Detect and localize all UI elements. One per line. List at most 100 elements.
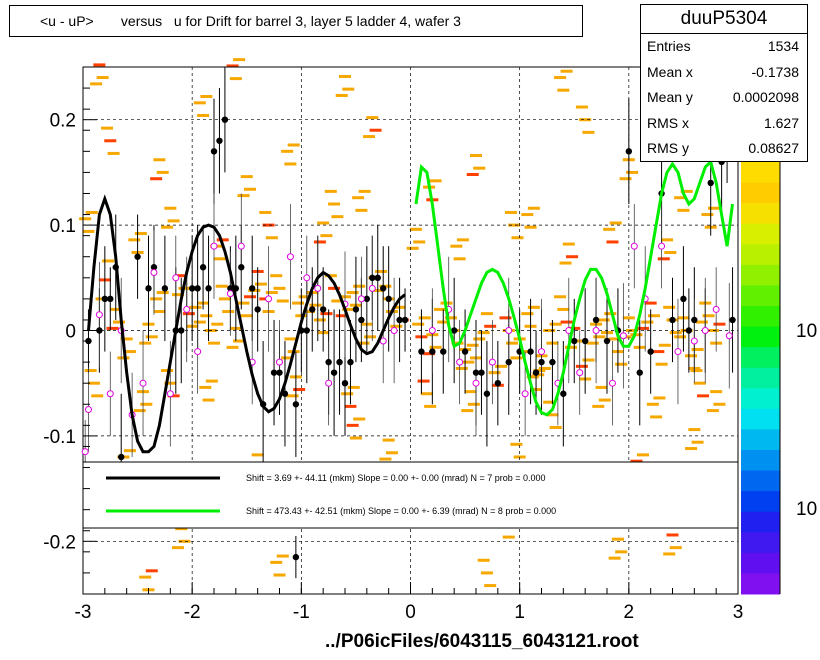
data-point-filled [319, 306, 327, 313]
histogram-cell [286, 394, 299, 398]
data-point-open [505, 327, 513, 334]
histogram-cell [592, 404, 605, 408]
y-tick-label: 0.2 [50, 111, 76, 132]
histogram-cell [95, 297, 108, 301]
histogram-cell [79, 217, 92, 221]
palette-cell [741, 388, 780, 410]
stats-row-entries: Entries 1534 [641, 34, 807, 60]
histogram-cell [484, 324, 497, 328]
histogram-cell [171, 293, 184, 297]
histogram-cell [575, 364, 588, 368]
histogram-cell [677, 208, 690, 212]
data-point-filled [238, 264, 245, 271]
histogram-cell [276, 299, 289, 303]
histogram-cell [226, 345, 239, 349]
histogram-cell [96, 76, 109, 80]
histogram-cell [244, 187, 257, 191]
histogram-cell [167, 219, 180, 223]
histogram-cell [663, 552, 676, 556]
histogram-cell [156, 170, 169, 174]
histogram-cell [161, 369, 174, 373]
palette-cell [741, 162, 780, 184]
data-point-filled [150, 264, 158, 271]
histogram-cell [450, 244, 463, 248]
histogram-cell [284, 162, 297, 166]
data-point-open [390, 327, 398, 334]
histogram-cell [202, 398, 215, 402]
data-point-open [701, 327, 709, 334]
data-point-open [521, 390, 529, 398]
histogram-cell [200, 314, 213, 318]
color-palette: 10 10 [741, 162, 817, 595]
histogram-cell [113, 320, 126, 324]
histogram-cell [281, 356, 294, 360]
histogram-cell [571, 339, 584, 343]
data-point-filled [309, 306, 316, 313]
data-point-filled [205, 285, 212, 292]
palette-cell [741, 429, 780, 451]
histogram-cell [293, 388, 306, 392]
y-tick-label: 0.1 [50, 216, 76, 237]
histogram-cell [661, 238, 674, 242]
data-point-filled [216, 137, 223, 144]
data-point-open [428, 327, 436, 334]
histogram-cell [637, 453, 650, 457]
histogram-cell [598, 398, 611, 402]
palette-cell [741, 367, 780, 389]
palette-cell [741, 491, 780, 513]
data-point-open [592, 327, 600, 334]
histogram-cell [218, 297, 231, 301]
palette-cell [741, 470, 780, 492]
data-point-open [456, 358, 464, 366]
data-point-filled [107, 295, 114, 303]
histogram-cell [467, 402, 480, 406]
histogram-cell [123, 449, 136, 453]
histogram-cell [150, 297, 163, 301]
histogram-cell [363, 135, 376, 139]
data-point-open [368, 284, 376, 292]
histogram-cell [369, 128, 382, 132]
histogram-cell [691, 440, 704, 444]
axes: -3 -2 -1 0 1 2 3 -0.2 -0.1 0 0.1 0.2 [43, 66, 743, 623]
data-point-open [139, 379, 147, 387]
data-point-open [674, 348, 682, 356]
histogram-cell [663, 305, 676, 309]
data-point-open [194, 348, 202, 356]
histogram-cell [680, 189, 693, 193]
histogram-cell [317, 221, 330, 225]
histogram-cell [375, 269, 388, 273]
histogram-cell [697, 394, 710, 398]
histogram-cell [693, 381, 706, 385]
data-point-filled [418, 348, 425, 355]
histogram-cell [609, 221, 622, 225]
histogram-cell [608, 556, 621, 560]
histogram-cell [444, 316, 457, 320]
x-tick-label: -1 [293, 602, 310, 623]
histogram-cell [120, 337, 133, 341]
histogram-cell [233, 58, 246, 62]
stats-row-rms-y: RMS y 0.08627 [641, 136, 807, 162]
histogram-cell [566, 255, 579, 259]
histogram-cell [513, 455, 526, 459]
histogram-cell [533, 369, 546, 373]
histogram-cell [328, 286, 341, 290]
histogram-cell [346, 291, 359, 295]
histogram-cell [456, 238, 469, 242]
histogram-cell [265, 291, 278, 295]
data-point-filled [145, 285, 152, 292]
histogram-cell [106, 326, 119, 330]
stats-value: 0.08627 [748, 140, 799, 156]
histogram-cell [140, 402, 153, 406]
histogram-cell [484, 584, 497, 588]
histogram-cell [237, 301, 250, 305]
data-point-filled [729, 316, 736, 324]
data-point-filled [385, 295, 392, 303]
histogram-cell [549, 322, 562, 326]
histogram-cell [560, 69, 573, 73]
y-tick-label: 0 [65, 322, 76, 343]
histogram-cell [171, 546, 184, 550]
histogram-cell [604, 312, 617, 316]
histogram-cell [508, 223, 521, 227]
histogram-cell [161, 225, 174, 229]
histogram-cell [409, 227, 422, 231]
